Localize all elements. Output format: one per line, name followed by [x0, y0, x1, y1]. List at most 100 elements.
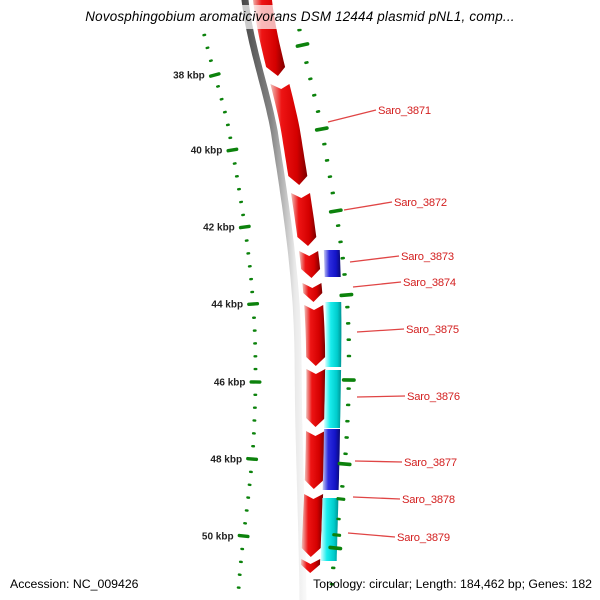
ruler-major-tick [226, 147, 239, 153]
ruler-minor-tick [243, 522, 248, 525]
feature-tick-minor [340, 256, 345, 260]
feature-tick-minor [343, 452, 348, 456]
ruler-label: 38 kbp [173, 71, 205, 82]
ruler-minor-tick [246, 496, 251, 499]
feature-tick-minor [344, 436, 349, 439]
ruler-minor-tick [253, 342, 258, 345]
feature-tick-mid [336, 497, 346, 501]
gene-leader-line [347, 532, 396, 538]
gene-leader-line [356, 395, 406, 398]
feature-tick-minor [340, 484, 345, 488]
gene-label[interactable]: Saro_3872 [394, 197, 447, 209]
ruler-minor-tick [225, 123, 230, 127]
feature-tick-minor [346, 338, 351, 342]
feature-tick-minor [335, 224, 341, 228]
feature-block-cyan[interactable] [320, 498, 339, 561]
feature-tick-major [328, 545, 343, 551]
gene-arrow[interactable] [291, 193, 317, 246]
feature-tick-minor [342, 273, 347, 276]
feature-tick-minor [345, 305, 350, 309]
feature-tick-minor [297, 28, 302, 32]
ruler-major-tick [208, 72, 221, 78]
feature-tick-minor [345, 419, 350, 423]
gene-arrow[interactable] [301, 559, 321, 573]
ruler-major-tick [237, 533, 250, 539]
gene-leader-line [352, 281, 402, 288]
gene-arrow[interactable] [306, 369, 326, 427]
feature-block-cyan[interactable] [324, 370, 342, 428]
ruler-label: 40 kbp [191, 146, 223, 157]
feature-tick-mid [332, 533, 342, 537]
ruler-minor-tick [244, 239, 249, 242]
ruler-minor-tick [246, 252, 251, 255]
gene-arrow[interactable] [304, 305, 326, 366]
ruler-label: 48 kbp [210, 455, 242, 466]
ruler-major-tick [249, 380, 262, 384]
feature-tick-minor [338, 240, 343, 244]
accession-text: Accession: NC_009426 [10, 577, 139, 591]
gene-label[interactable]: Saro_3878 [402, 494, 455, 506]
gene-arrow[interactable] [299, 251, 321, 278]
ruler-minor-tick [252, 419, 257, 422]
gene-leader-line [343, 201, 393, 211]
feature-tick-major [314, 126, 329, 132]
gene-leader-line [356, 328, 405, 333]
feature-tick-minor [312, 93, 317, 97]
ruler-minor-tick [216, 84, 220, 88]
ruler-minor-tick [232, 162, 237, 165]
ruler-minor-tick [222, 110, 227, 114]
feature-tick-minor [308, 77, 313, 81]
ruler-minor-tick [236, 586, 241, 589]
gene-arrow[interactable] [304, 431, 325, 489]
ruler-minor-tick [219, 97, 224, 101]
title-backdrop [0, 5, 600, 29]
feature-tick-minor [327, 175, 333, 179]
feature-tick-major [328, 208, 343, 214]
feature-tick-minor [345, 322, 351, 325]
gene-label[interactable]: Saro_3879 [397, 532, 450, 544]
ruler-label: 44 kbp [211, 300, 243, 311]
feature-tick-minor [331, 566, 336, 570]
ruler-minor-tick [253, 355, 258, 358]
feature-block-blue[interactable] [323, 250, 341, 277]
gene-label[interactable]: Saro_3875 [406, 324, 459, 336]
feature-tick-minor [345, 403, 351, 407]
feature-block-blue[interactable] [322, 429, 340, 490]
backbone-arc [241, 0, 307, 600]
ruler-minor-tick [253, 367, 258, 371]
feature-tick-minor [346, 387, 351, 390]
feature-tick-major [339, 292, 354, 298]
ruler-minor-tick [205, 46, 210, 50]
ruler-minor-tick [237, 573, 242, 576]
gene-arrow[interactable] [301, 494, 324, 557]
ruler-minor-tick [250, 290, 255, 294]
gene-arrow[interactable] [270, 84, 308, 185]
ruler-minor-tick [238, 560, 243, 564]
feature-block-track [320, 250, 342, 561]
gene-label[interactable]: Saro_3871 [378, 105, 431, 117]
ruler-minor-tick [249, 277, 254, 281]
ruler-label: 46 kbp [214, 378, 246, 389]
feature-tick-minor [304, 61, 309, 65]
gene-arrow[interactable] [302, 283, 323, 302]
ruler-label: 50 kbp [202, 532, 234, 543]
gene-label[interactable]: Saro_3874 [403, 277, 456, 289]
gene-leader-line [327, 109, 377, 123]
ruler-minor-tick [252, 329, 257, 332]
ruler-minor-tick [241, 213, 246, 217]
ruler-minor-tick [240, 547, 245, 551]
gene-label[interactable]: Saro_3877 [404, 457, 457, 469]
gene-leader-line [352, 496, 401, 500]
feature-block-cyan[interactable] [325, 302, 342, 367]
map-title: Novosphingobium aromaticivorans DSM 1244… [85, 9, 514, 24]
gene-label[interactable]: Saro_3876 [407, 391, 460, 403]
ruler-minor-tick [244, 509, 249, 512]
ruler-major-tick [247, 301, 260, 307]
gene-labels: Saro_3871 Saro_3872 Saro_3873 Saro_3874 Saro… [378, 105, 460, 544]
gene-label[interactable]: Saro_3873 [401, 251, 454, 263]
ruler-minor-tick [253, 393, 258, 397]
ruler-minor-tick [239, 200, 244, 204]
feature-tick-major [337, 461, 352, 467]
ruler-track: 38 kbp 40 kbp 42 kbp 44 kbp 46 kbp 48 kbp 50 k… [173, 33, 262, 589]
topology-text: Topology: circular; Length: 184,462 bp; … [313, 577, 592, 591]
